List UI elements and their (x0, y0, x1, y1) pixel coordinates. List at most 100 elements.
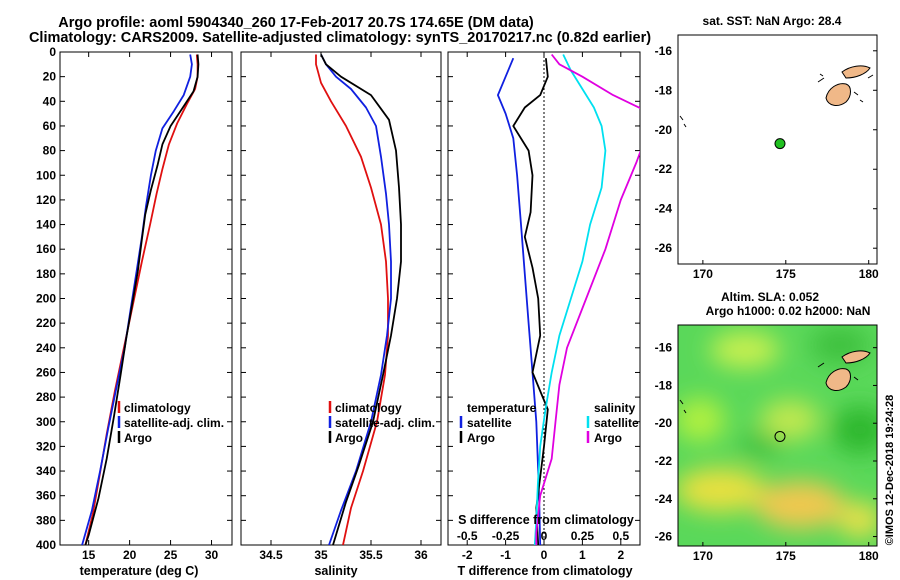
depth-tick-label: 140 (36, 218, 56, 232)
legend-t-argo-label: Argo (467, 431, 495, 445)
sla-blob (710, 332, 780, 368)
depth-tick-label: 120 (36, 193, 56, 207)
legend-climatology-label: climatology (335, 401, 402, 415)
sla-anomaly-blobs (678, 327, 877, 538)
legend-s-satellite-label: satellite (594, 416, 639, 430)
map-y-tick-label: -24 (655, 202, 673, 216)
sla-blob (678, 398, 725, 442)
depth-tick-label: 320 (36, 439, 56, 453)
legend-satellite-label: satellite-adj. clim. (335, 416, 435, 430)
depth-tick-label: 280 (36, 390, 56, 404)
series-line-satellite-adj-clim- (320, 54, 392, 545)
map-y-tick-label: -18 (655, 378, 673, 392)
difference-series (496, 52, 640, 545)
depth-tick-label: 20 (43, 70, 57, 84)
temperature-legend: climatology satellite-adj. clim. Argo (117, 401, 224, 445)
s-tick-label: 0.25 (571, 529, 595, 543)
depth-axis: 0 20 40 60 80 100 120 140 160 180 200 220 240 260 280 3… (36, 45, 640, 552)
depth-tick-label: 0 (49, 45, 56, 59)
map-x-tick-label: 170 (693, 549, 713, 563)
map-y-tick-label: -26 (655, 530, 673, 544)
difference-salinity-legend: salinity satellite Argo (586, 401, 639, 445)
sla-map-title-1: Altim. SLA: 0.052 (721, 290, 819, 304)
depth-tick-label: 220 (36, 316, 56, 330)
temperature-x-axis: 15 20 25 30 (82, 52, 219, 562)
sst-map-title: sat. SST: NaN Argo: 28.4 (703, 14, 842, 28)
depth-tick-label: 240 (36, 341, 56, 355)
legend-salinity-title: salinity (594, 401, 636, 415)
argo-float-marker (774, 138, 786, 150)
x-tick-label: 35 (314, 548, 328, 562)
difference-x-axis: -2 -1 0 1 2 -0.5 -0.25 0 0.25 0.5 (457, 52, 629, 562)
s-tick-label: 0.5 (612, 529, 629, 543)
island-viti-levu (825, 83, 851, 106)
temperature-series (81, 54, 200, 545)
s-difference-label: S difference from climatology (458, 513, 634, 527)
title-line-2: Climatology: CARS2009. Satellite-adjuste… (29, 30, 651, 46)
salinity-plot-frame (240, 51, 442, 546)
legend-argo-label: Argo (124, 431, 152, 445)
legend-argo-label: Argo (335, 431, 363, 445)
argo-float-marker (774, 430, 786, 442)
depth-tick-label: 100 (36, 168, 56, 182)
island-vanua-levu (841, 65, 871, 79)
series-line-s-argo (535, 53, 640, 545)
title-line-1: Argo profile: aoml 5904340_260 17-Feb-20… (58, 15, 534, 31)
s-tick-label: 0 (541, 529, 548, 543)
map-y-tick-label: -20 (655, 123, 673, 137)
x-tick-label: -2 (462, 548, 473, 562)
x-tick-label: -1 (500, 548, 511, 562)
map-x-tick-label: 175 (776, 267, 796, 281)
salinity-series (315, 54, 402, 545)
legend-s-argo-label: Argo (594, 431, 622, 445)
difference-temperature-legend: temperature satellite Argo (459, 401, 537, 445)
small-islands (679, 73, 874, 128)
x-tick-label: 1 (579, 548, 586, 562)
depth-tick-label: 200 (36, 292, 56, 306)
depth-tick-label: 180 (36, 267, 56, 281)
sla-map-axes: 170 175 180 -16 -18 -20 -22 -24 -26 (655, 341, 879, 563)
depth-tick-label: 60 (43, 119, 57, 133)
series-line-s-satellite (533, 54, 607, 545)
map-y-tick-label: -18 (655, 83, 673, 97)
map-x-tick-label: 170 (693, 267, 713, 281)
sla-map-frame (677, 324, 878, 547)
series-line-argo (320, 54, 402, 545)
x-tick-label: 25 (164, 548, 178, 562)
temperature-plot-frame (59, 51, 233, 546)
depth-tick-label: 260 (36, 365, 56, 379)
x-tick-label: 35.5 (359, 548, 383, 562)
sst-map-land (679, 65, 874, 128)
depth-tick-label: 400 (36, 538, 56, 552)
series-line-climatology (84, 54, 199, 545)
s-tick-label: -0.5 (457, 529, 478, 543)
salinity-xlabel: salinity (314, 564, 357, 578)
map-y-tick-label: -20 (655, 416, 673, 430)
sst-map-axes: 170 175 180 -16 -18 -20 -22 -24 -26 (655, 44, 879, 281)
sla-blob (738, 433, 782, 457)
x-tick-label: 2 (617, 548, 624, 562)
sla-blob (678, 468, 765, 512)
depth-tick-label: 80 (43, 144, 57, 158)
legend-satellite-label: satellite-adj. clim. (124, 416, 224, 430)
x-tick-label: 34.5 (259, 548, 283, 562)
s-tick-label: -0.25 (492, 529, 520, 543)
map-x-tick-label: 180 (859, 267, 879, 281)
sla-blob (755, 481, 845, 529)
series-line-argo (84, 54, 200, 545)
salinity-x-axis: 34.5 35 35.5 36 (259, 52, 428, 562)
legend-temperature-title: temperature (467, 401, 537, 415)
depth-tick-label: 40 (43, 94, 57, 108)
sla-blob (832, 406, 877, 454)
depth-tick-label: 380 (36, 513, 56, 527)
x-tick-label: 0 (541, 548, 548, 562)
series-line-t-satellite (496, 57, 542, 545)
island-vanua-levu (841, 350, 871, 364)
island-viti-levu (825, 368, 851, 391)
x-tick-label: 20 (123, 548, 137, 562)
small-islands (679, 362, 859, 414)
map-y-tick-label: -16 (655, 341, 673, 355)
sla-blob (760, 400, 820, 440)
map-x-tick-label: 175 (776, 549, 796, 563)
